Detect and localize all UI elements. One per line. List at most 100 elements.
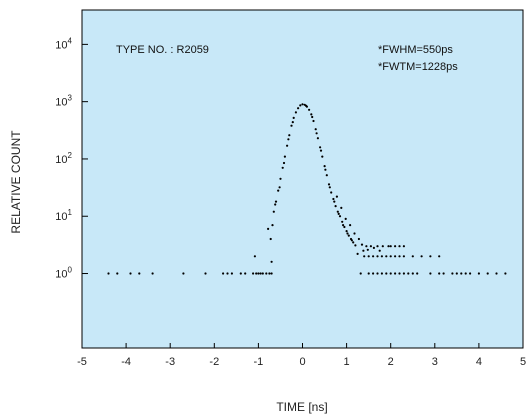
data-point bbox=[292, 116, 295, 119]
data-point bbox=[345, 230, 348, 233]
data-point bbox=[389, 245, 392, 248]
data-point bbox=[464, 272, 467, 275]
data-point bbox=[402, 245, 405, 248]
data-point bbox=[349, 224, 352, 227]
data-point bbox=[455, 272, 458, 275]
data-point bbox=[416, 272, 419, 275]
data-point bbox=[495, 272, 498, 275]
data-point bbox=[138, 272, 141, 275]
data-point bbox=[407, 272, 410, 275]
data-point bbox=[359, 272, 362, 275]
data-point bbox=[469, 272, 472, 275]
data-point bbox=[338, 215, 342, 218]
data-point bbox=[204, 272, 207, 275]
x-tick-label: 5 bbox=[520, 356, 526, 368]
data-point bbox=[429, 255, 432, 258]
plot-area bbox=[81, 9, 524, 349]
data-point bbox=[477, 272, 480, 275]
data-point bbox=[353, 232, 356, 235]
data-point bbox=[226, 272, 229, 275]
data-point bbox=[376, 272, 379, 275]
data-point bbox=[344, 217, 347, 220]
data-point bbox=[376, 245, 379, 248]
annotation-fwhm: *FWHM=550ps bbox=[378, 44, 453, 56]
data-point bbox=[324, 168, 327, 171]
data-point bbox=[315, 132, 318, 135]
data-point bbox=[438, 255, 441, 258]
x-tick-label: -3 bbox=[165, 356, 175, 368]
data-point bbox=[269, 237, 272, 241]
x-axis-label: TIME [ns] bbox=[276, 400, 327, 414]
data-point bbox=[411, 272, 414, 275]
annotation-type-no: TYPE NO. : R2059 bbox=[116, 44, 209, 56]
data-point bbox=[308, 108, 311, 111]
data-point bbox=[314, 128, 317, 131]
data-point bbox=[341, 220, 344, 223]
data-point bbox=[380, 255, 383, 258]
data-point bbox=[451, 272, 454, 275]
data-point bbox=[116, 272, 119, 275]
data-point bbox=[270, 260, 273, 263]
data-point bbox=[362, 249, 365, 252]
data-point bbox=[342, 224, 345, 227]
data-point bbox=[389, 272, 392, 275]
data-point bbox=[268, 272, 271, 275]
data-point bbox=[398, 272, 401, 275]
data-point bbox=[319, 149, 323, 152]
data-point bbox=[328, 186, 331, 189]
data-point bbox=[304, 104, 308, 107]
data-point bbox=[380, 272, 383, 275]
y-tick-label: 101 bbox=[55, 208, 72, 223]
data-point bbox=[282, 161, 286, 165]
data-point bbox=[330, 191, 333, 194]
data-point bbox=[321, 155, 324, 158]
data-point bbox=[394, 245, 397, 248]
y-tick-label: 104 bbox=[55, 36, 72, 51]
data-point bbox=[365, 245, 368, 248]
x-tick-label: -4 bbox=[121, 356, 131, 368]
data-point bbox=[378, 249, 381, 252]
data-point bbox=[486, 272, 489, 275]
data-point bbox=[310, 113, 313, 116]
data-point bbox=[346, 232, 349, 235]
data-point bbox=[325, 174, 328, 177]
data-point bbox=[270, 272, 273, 275]
data-point bbox=[411, 255, 414, 258]
y-tick-label: 102 bbox=[55, 151, 72, 166]
data-point bbox=[259, 272, 262, 275]
data-point bbox=[357, 237, 360, 241]
data-point bbox=[297, 107, 300, 110]
x-tick-label: -2 bbox=[209, 356, 219, 368]
data-point bbox=[394, 255, 397, 258]
data-point bbox=[350, 239, 353, 242]
data-point bbox=[363, 255, 366, 258]
data-point bbox=[340, 206, 343, 209]
data-point bbox=[327, 183, 331, 186]
data-point bbox=[352, 241, 355, 244]
data-point bbox=[398, 245, 401, 248]
data-point bbox=[253, 255, 256, 258]
data-point bbox=[335, 195, 338, 198]
data-point bbox=[294, 111, 297, 114]
data-point bbox=[261, 272, 264, 275]
data-point bbox=[265, 272, 268, 275]
data-point bbox=[288, 134, 291, 137]
y-tick-label: 103 bbox=[55, 94, 72, 109]
data-point bbox=[151, 272, 154, 275]
data-point bbox=[372, 272, 375, 275]
data-point bbox=[312, 119, 315, 123]
data-point bbox=[323, 165, 326, 168]
data-point bbox=[367, 272, 370, 275]
data-point bbox=[332, 197, 335, 201]
data-point bbox=[372, 255, 375, 258]
data-point bbox=[504, 272, 507, 275]
data-point bbox=[291, 121, 294, 124]
data-point bbox=[316, 137, 319, 140]
x-tick-label: 0 bbox=[299, 356, 305, 368]
data-point bbox=[244, 272, 247, 275]
data-point bbox=[277, 189, 280, 192]
x-tick-label: 3 bbox=[432, 356, 438, 368]
x-tick-label: -5 bbox=[77, 356, 87, 368]
data-point bbox=[255, 272, 258, 275]
data-point bbox=[283, 155, 286, 158]
